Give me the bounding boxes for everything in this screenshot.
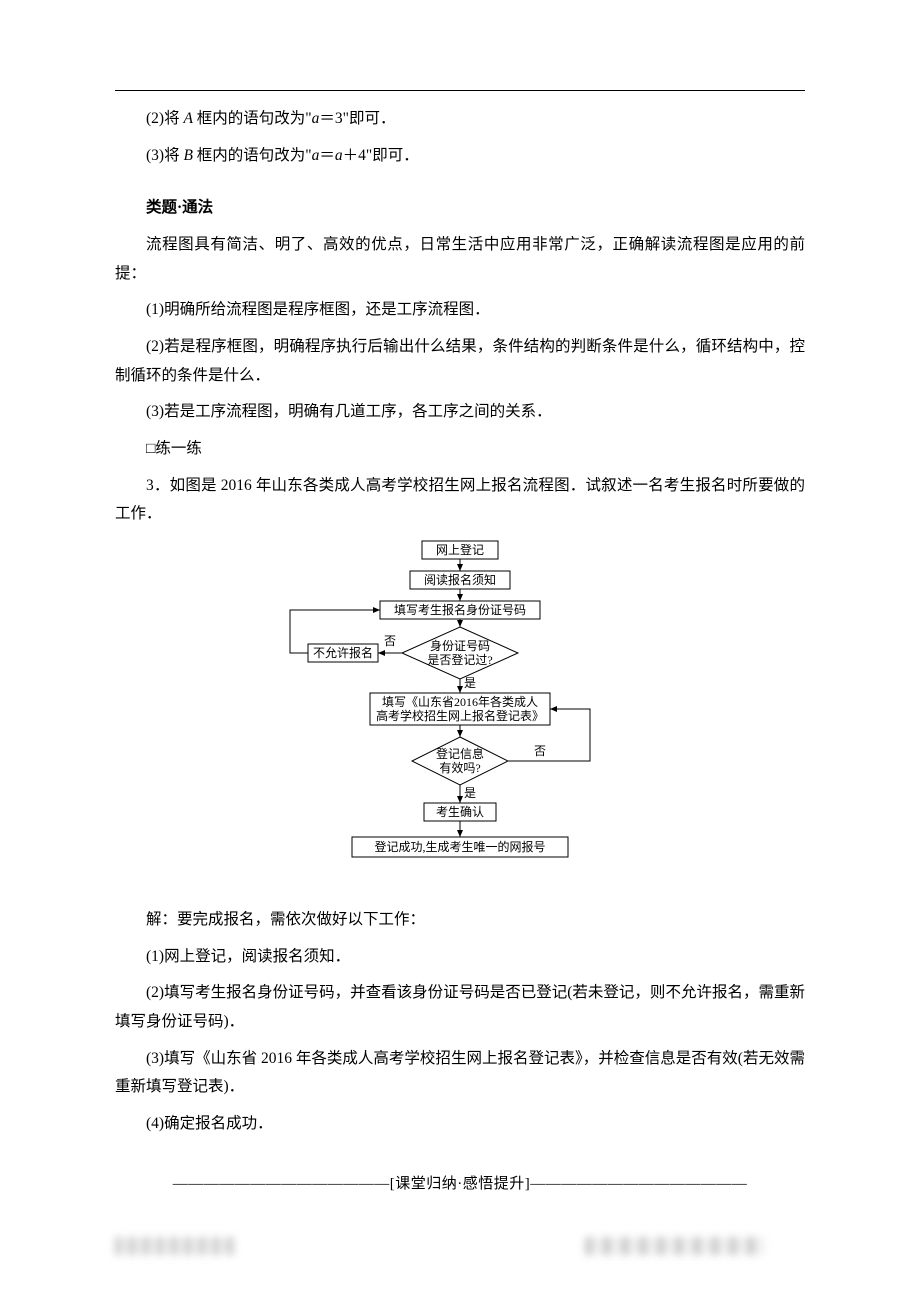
answer-lead-rest: 要完成报名，需依次做好以下工作： (177, 911, 425, 928)
flowchart-svg: 网上登记阅读报名须知填写考生报名身份证号码身份证号码是否登记过? 不允许报名填写《… (270, 537, 650, 887)
text: ＋4"即可． (343, 147, 419, 164)
expr-a2: a (335, 147, 343, 164)
svg-text:有效吗?: 有效吗? (439, 760, 480, 775)
text: ＝ (319, 147, 335, 164)
svg-text:身份证号码: 身份证号码 (430, 638, 490, 653)
svg-text:否: 否 (534, 744, 546, 758)
top-rule (115, 90, 805, 91)
heading-text: 类题·通法 (146, 199, 213, 216)
flowchart-container: 网上登记阅读报名须知填写考生报名身份证号码身份证号码是否登记过? 不允许报名填写《… (115, 537, 805, 892)
svg-text:阅读报名须知: 阅读报名须知 (424, 572, 496, 587)
text: ＝3"即可． (319, 110, 395, 127)
var-B: B (183, 147, 192, 164)
svg-text:网上登记: 网上登记 (436, 542, 484, 557)
svg-text:填写考生报名身份证号码: 填写考生报名身份证号码 (394, 602, 526, 617)
heading-leitongfa: 类题·通法 (115, 194, 805, 223)
svg-text:高考学校招生网上报名登记表》: 高考学校招生网上报名登记表》 (376, 708, 544, 723)
line-2: (2)将 A 框内的语句改为"a＝3"即可． (115, 105, 805, 134)
question-3: 3．如图是 2016 年山东各类成人高考学校招生网上报名流程图．试叙述一名考生报… (115, 472, 805, 529)
var-A: A (183, 110, 192, 127)
footer-blur-left (115, 1237, 235, 1255)
svg-text:是: 是 (464, 676, 476, 690)
document-page: (2)将 A 框内的语句改为"a＝3"即可． (3)将 B 框内的语句改为"a＝… (0, 0, 920, 1303)
para-2: (2)若是程序框图，明确程序执行后输出什么结果，条件结构的判断条件是什么，循环结… (115, 333, 805, 390)
footer-blur (115, 1237, 805, 1263)
text: (2)将 (146, 110, 183, 127)
para-1: (1)明确所给流程图是程序框图，还是工序流程图． (115, 296, 805, 325)
practice-label: 练一练 (155, 440, 202, 457)
section-divider: ——————————————[课堂归纳·感悟提升]—————————————— (115, 1171, 805, 1199)
svg-text:考生确认: 考生确认 (436, 805, 484, 819)
svg-text:是否登记过?: 是否登记过? (427, 652, 492, 667)
para-3: (3)若是工序流程图，明确有几道工序，各工序之间的关系． (115, 398, 805, 427)
svg-text:是: 是 (464, 786, 476, 800)
text: (3)将 (146, 147, 183, 164)
footer-blur-right (585, 1237, 765, 1255)
svg-text:填写《山东省2016年各类成人: 填写《山东省2016年各类成人 (382, 694, 538, 709)
svg-text:登记信息: 登记信息 (436, 746, 484, 761)
answer-2: (2)填写考生报名身份证号码，并查看该身份证号码是否已登记(若未登记，则不允许报… (115, 979, 805, 1036)
line-3: (3)将 B 框内的语句改为"a＝a＋4"即可． (115, 142, 805, 171)
answer-4: (4)确定报名成功． (115, 1110, 805, 1139)
svg-text:不允许报名: 不允许报名 (313, 645, 373, 660)
svg-text:否: 否 (384, 634, 396, 648)
text: 框内的语句改为" (193, 147, 312, 164)
answer-lead: 解：要完成报名，需依次做好以下工作： (115, 906, 805, 935)
practice-heading: □练一练 (115, 435, 805, 464)
answer-1: (1)网上登记，阅读报名须知． (115, 943, 805, 972)
answer-lead-bold: 解： (146, 911, 177, 928)
answer-3: (3)填写《山东省 2016 年各类成人高考学校招生网上报名登记表》，并检查信息… (115, 1045, 805, 1102)
text: 框内的语句改为" (193, 110, 312, 127)
svg-text:登记成功,生成考生唯一的网报号: 登记成功,生成考生唯一的网报号 (374, 839, 545, 854)
para-intro: 流程图具有简洁、明了、高效的优点，日常生活中应用非常广泛，正确解读流程图是应用的… (115, 231, 805, 288)
checkbox-glyph: □ (146, 440, 155, 457)
